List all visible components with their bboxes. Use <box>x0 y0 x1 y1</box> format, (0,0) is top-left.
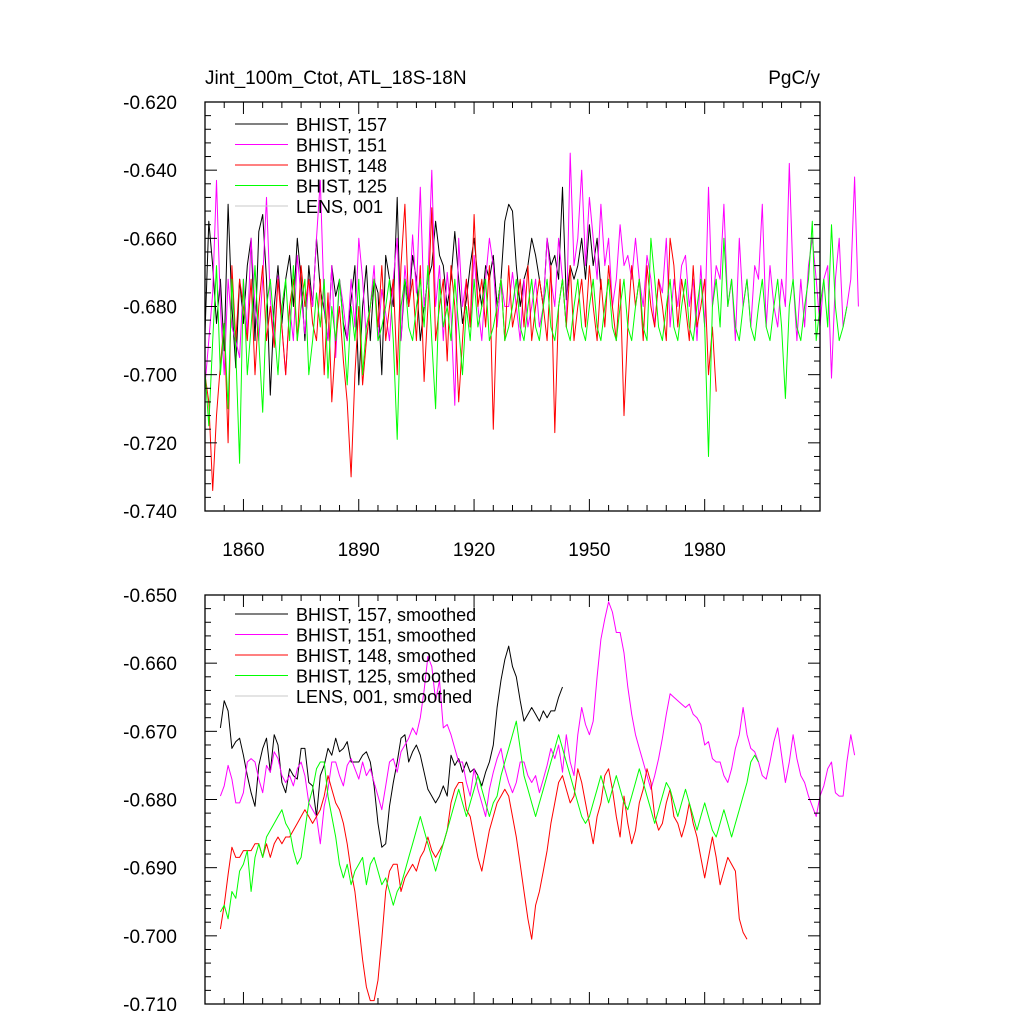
bottom-legend-label-3: BHIST, 125, smoothed <box>296 667 476 687</box>
top-x-tick-label-4: 1980 <box>684 540 726 561</box>
bottom-series-lines <box>219 601 856 1002</box>
bottom-series-line-2 <box>219 768 748 1002</box>
top-x-tick-label-3: 1950 <box>568 540 610 561</box>
bottom-series-line-3 <box>219 720 759 920</box>
panel-bottom: -0.710 -0.700 -0.690 -0.680 -0.670 -0.660 -0.6… <box>123 586 856 1016</box>
top-x-tick-label-0: 1860 <box>222 540 264 561</box>
top-legend-label-1: BHIST, 151 <box>296 136 387 156</box>
bottom-y-tick-label-1: -0.700 <box>123 927 177 948</box>
top-y-tick-label-6: -0.620 <box>123 93 177 114</box>
bottom-y-tick-label-5: -0.660 <box>123 654 177 675</box>
bottom-y-tick-label-3: -0.680 <box>123 791 177 812</box>
bottom-y-tick-label-6: -0.650 <box>123 586 177 607</box>
top-legend-label-3: BHIST, 125 <box>296 177 387 197</box>
panel-top: Jint_100m_Ctot, ATL_18S-18N PgC/y 1860 18… <box>123 68 859 561</box>
bottom-series-line-0 <box>219 645 563 848</box>
top-y-tick-label-4: -0.660 <box>123 229 177 250</box>
top-y-tick-label-5: -0.640 <box>123 161 177 182</box>
top-y-tick-label-0: -0.740 <box>123 502 177 523</box>
bottom-y-tick-label-4: -0.670 <box>123 722 177 743</box>
bottom-legend-label-0: BHIST, 157, smoothed <box>296 605 476 625</box>
units-label: PgC/y <box>768 68 820 89</box>
bottom-legend-label-4: LENS, 001, smoothed <box>296 687 472 707</box>
top-x-tick-label-2: 1920 <box>453 540 495 561</box>
top-series-lines <box>204 152 859 491</box>
top-legend-label-4: LENS, 001 <box>296 197 383 217</box>
top-legend-label-2: BHIST, 148 <box>296 156 387 176</box>
bottom-legend-label-2: BHIST, 148, smoothed <box>296 646 476 666</box>
top-y-tick-label-2: -0.700 <box>123 366 177 387</box>
bottom-axes: -0.710 -0.700 -0.690 -0.680 -0.670 -0.660 -0.6… <box>123 586 820 1016</box>
bottom-legend-label-1: BHIST, 151, smoothed <box>296 626 476 646</box>
top-y-tick-label-3: -0.680 <box>123 298 177 319</box>
top-axes: 1860 1890 1920 1950 1980 -0.740 -0.720 -0.700 -0… <box>123 93 820 561</box>
bottom-series-line-1 <box>219 601 856 845</box>
top-x-tick-label-1: 1890 <box>338 540 380 561</box>
top-series-line-3 <box>204 220 848 464</box>
top-series-line-2 <box>204 203 717 491</box>
figure-title: Jint_100m_Ctot, ATL_18S-18N <box>205 68 467 89</box>
bottom-y-tick-label-0: -0.710 <box>123 995 177 1016</box>
bottom-y-tick-label-2: -0.690 <box>123 859 177 880</box>
top-legend-label-0: BHIST, 157 <box>296 115 387 135</box>
top-y-tick-label-1: -0.720 <box>123 434 177 455</box>
